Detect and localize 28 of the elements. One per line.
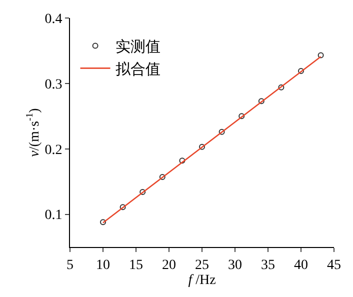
point bbox=[100, 219, 106, 226]
point bbox=[238, 113, 245, 120]
point bbox=[258, 98, 264, 104]
point bbox=[318, 52, 324, 58]
x-tick-label: 30 bbox=[228, 258, 242, 273]
x-tick-label: 25 bbox=[195, 258, 209, 273]
x-tick-label: 10 bbox=[96, 258, 110, 273]
point bbox=[199, 144, 205, 150]
x-tick-label: 15 bbox=[129, 258, 143, 273]
point bbox=[278, 84, 284, 90]
x-tick-label: 45 bbox=[327, 258, 341, 273]
x-tick-label: 40 bbox=[294, 258, 308, 273]
x-axis-title: f /Hz bbox=[188, 273, 216, 288]
y-tick-label: 0.1 bbox=[44, 208, 62, 224]
x-tick-label: 20 bbox=[162, 258, 176, 273]
legend-label: 实测值 bbox=[115, 36, 160, 57]
point bbox=[159, 174, 166, 180]
y-tick-label: 0.4 bbox=[44, 12, 62, 27]
point bbox=[179, 158, 186, 164]
y-tick-label: 0.2 bbox=[44, 142, 62, 158]
point bbox=[140, 189, 146, 196]
legend-label: 拟合值 bbox=[115, 59, 160, 80]
point bbox=[298, 68, 304, 74]
y-tick-label: 0.3 bbox=[44, 77, 62, 92]
x-tick-label: 5 bbox=[66, 258, 74, 273]
point bbox=[120, 204, 126, 210]
point bbox=[218, 128, 225, 135]
x-tick-label: 35 bbox=[261, 258, 275, 273]
